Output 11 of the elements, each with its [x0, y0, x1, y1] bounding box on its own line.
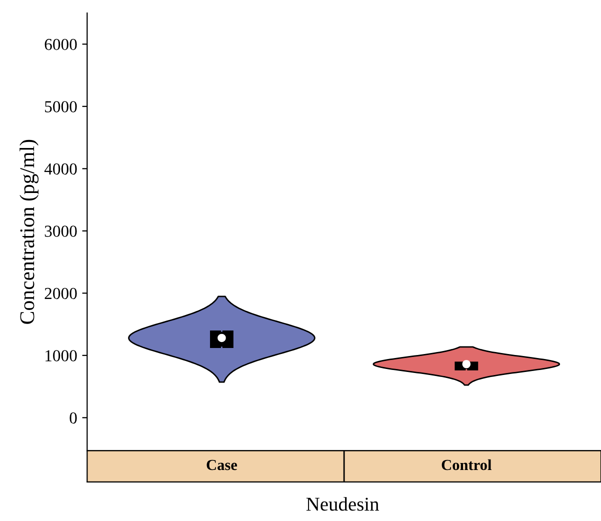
y-tick-label: 4000: [44, 163, 77, 175]
x-axis-title: Neudesin: [306, 497, 379, 511]
x-tick-label: Control: [442, 459, 492, 470]
y-tick-label: 0: [70, 412, 77, 424]
y-tick-label: 3000: [44, 226, 77, 237]
y-tick-label: 2000: [44, 288, 77, 300]
y-tick-label: 1000: [46, 350, 77, 362]
x-tick-label: Case: [206, 460, 238, 470]
y-axis-title: Concentration (pg/ml): [20, 140, 39, 324]
y-tick-label: 6000: [44, 38, 77, 50]
y-tick-label: 5000: [45, 101, 77, 112]
